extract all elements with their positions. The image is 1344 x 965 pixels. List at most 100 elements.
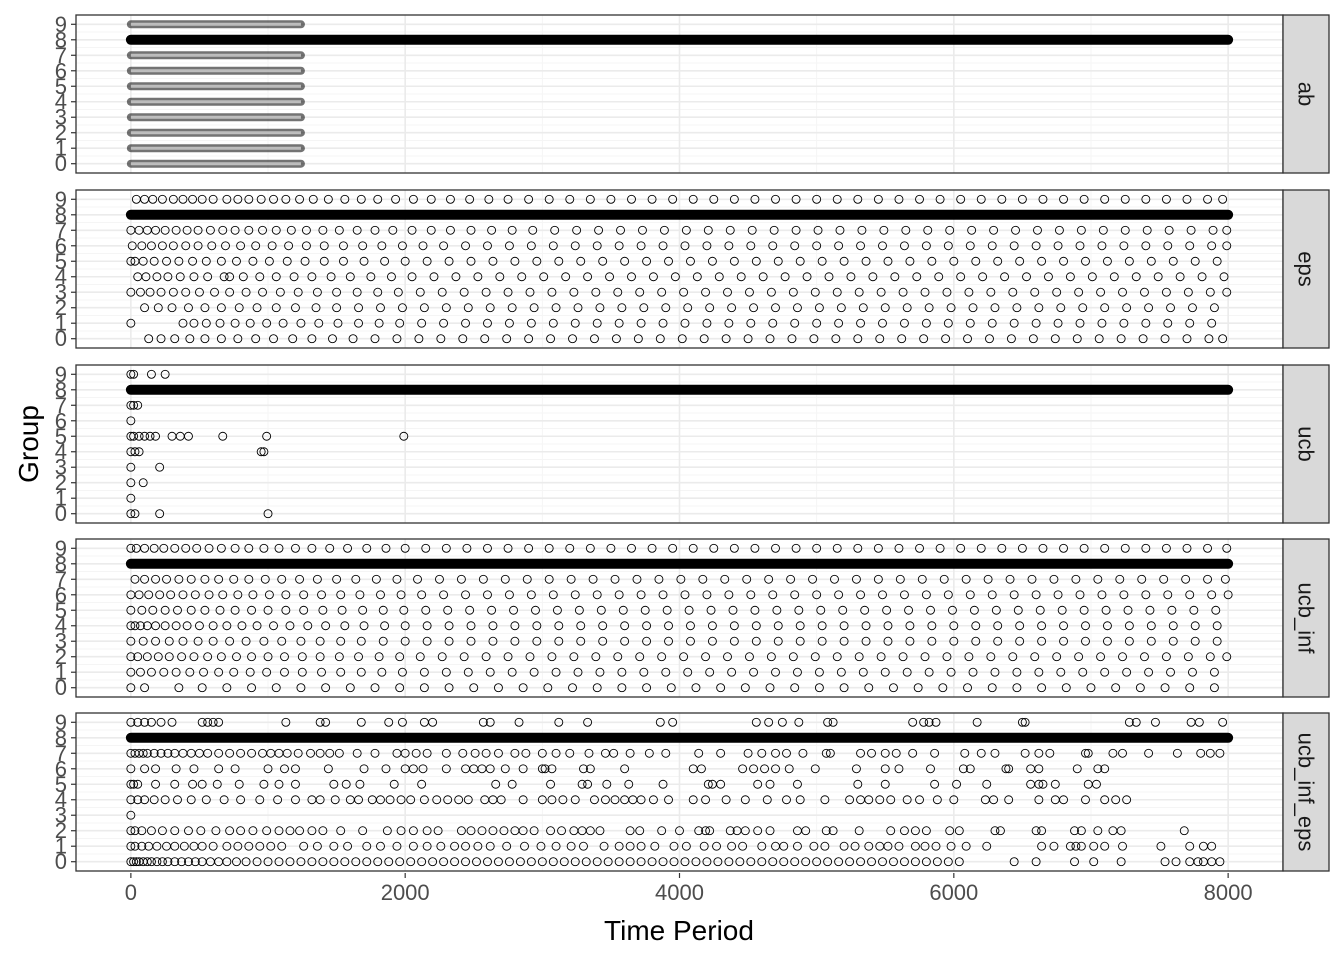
point-group-9 xyxy=(751,717,761,727)
point-group-7 xyxy=(1159,574,1169,584)
point-group-7 xyxy=(747,225,757,235)
point-group-4 xyxy=(864,795,874,805)
point-group-0 xyxy=(152,857,162,867)
point-group-4 xyxy=(518,795,528,805)
point-group-3 xyxy=(444,636,454,646)
point-group-5 xyxy=(1124,256,1134,266)
point-group-6 xyxy=(168,241,178,251)
point-group-1 xyxy=(441,667,451,677)
point-group-9 xyxy=(208,717,218,727)
point-group-5 xyxy=(751,256,761,266)
point-group-0 xyxy=(625,857,635,867)
point-group-0 xyxy=(921,857,931,867)
point-group-6 xyxy=(790,590,800,600)
point-group-2 xyxy=(189,652,199,662)
point-group-2 xyxy=(332,303,342,313)
point-group-9 xyxy=(688,194,698,204)
y-tick-label: 9 xyxy=(55,12,67,37)
point-group-9 xyxy=(256,194,266,204)
point-group-7 xyxy=(1108,748,1118,758)
point-group-0 xyxy=(614,857,624,867)
point-group-0 xyxy=(263,509,273,519)
point-group-4 xyxy=(590,795,599,805)
point-group-9 xyxy=(408,194,418,204)
point-group-6 xyxy=(189,764,199,774)
point-group-2 xyxy=(459,652,469,662)
point-group-2 xyxy=(745,652,754,662)
point-group-0 xyxy=(233,334,243,344)
point-group-3 xyxy=(164,636,174,646)
point-group-1 xyxy=(566,841,576,851)
point-group-2 xyxy=(133,652,143,662)
point-group-5 xyxy=(319,256,329,266)
point-group-6 xyxy=(526,590,536,600)
point-group-6 xyxy=(207,241,217,251)
point-group-2 xyxy=(858,303,868,313)
point-group-1 xyxy=(439,318,449,328)
point-group-6 xyxy=(899,241,909,251)
point-group-7 xyxy=(1115,574,1125,584)
point-group-0 xyxy=(177,857,187,867)
point-group-3 xyxy=(701,287,711,297)
y-tick-label: 4 xyxy=(55,613,67,638)
point-group-9 xyxy=(140,717,150,727)
y-tick-label: 0 xyxy=(55,675,67,700)
point-group-7 xyxy=(1215,748,1225,758)
point-group-3 xyxy=(1059,636,1068,646)
point-group-7 xyxy=(271,225,281,235)
point-group-2 xyxy=(801,826,811,836)
point-group-1 xyxy=(245,667,255,677)
point-group-2 xyxy=(924,303,934,313)
point-group-9 xyxy=(462,543,472,553)
point-group-0 xyxy=(414,334,424,344)
point-group-6 xyxy=(658,241,668,251)
point-group-9 xyxy=(791,194,801,204)
point-group-4 xyxy=(136,621,145,631)
point-group-4 xyxy=(419,795,429,805)
point-group-3 xyxy=(437,287,447,297)
point-group-2 xyxy=(408,826,418,836)
point-group-3 xyxy=(964,287,974,297)
point-group-1 xyxy=(1100,841,1110,851)
point-group-5 xyxy=(291,779,300,789)
point-group-3 xyxy=(788,287,798,297)
point-group-5 xyxy=(816,605,826,615)
point-group-9 xyxy=(1017,543,1027,553)
point-group-5 xyxy=(1037,256,1047,266)
point-group-7 xyxy=(990,748,1000,758)
point-group-4 xyxy=(721,795,731,805)
point-group-5 xyxy=(991,605,1001,615)
point-group-7 xyxy=(945,225,955,235)
point-group-3 xyxy=(905,636,915,646)
point-group-2 xyxy=(1076,826,1086,836)
point-group-1 xyxy=(262,318,272,328)
point-group-6 xyxy=(702,590,712,600)
point-group-7 xyxy=(186,574,196,584)
point-group-7 xyxy=(156,748,166,758)
point-group-7 xyxy=(743,748,753,758)
point-group-6 xyxy=(281,590,291,600)
point-group-0 xyxy=(140,683,150,693)
facet-strip xyxy=(1282,712,1330,872)
point-group-9 xyxy=(1100,543,1110,553)
point-group-7 xyxy=(203,748,213,758)
point-group-5 xyxy=(443,605,453,615)
point-group-7 xyxy=(879,225,889,235)
point-group-3 xyxy=(1190,636,1200,646)
point-group-4 xyxy=(473,272,483,282)
point-group-0 xyxy=(288,334,298,344)
point-group-5 xyxy=(318,605,328,615)
point-group-0 xyxy=(469,683,479,693)
point-group-4 xyxy=(570,795,580,805)
point-group-7 xyxy=(500,574,510,584)
point-group-5 xyxy=(337,605,347,615)
point-group-6 xyxy=(248,590,258,600)
point-group-5 xyxy=(658,779,668,789)
point-group-0 xyxy=(724,857,734,867)
point-group-4 xyxy=(627,272,636,282)
point-group-7 xyxy=(1142,225,1152,235)
point-group-7 xyxy=(681,225,691,235)
point-group-0 xyxy=(444,683,454,693)
point-group-5 xyxy=(1211,605,1221,615)
